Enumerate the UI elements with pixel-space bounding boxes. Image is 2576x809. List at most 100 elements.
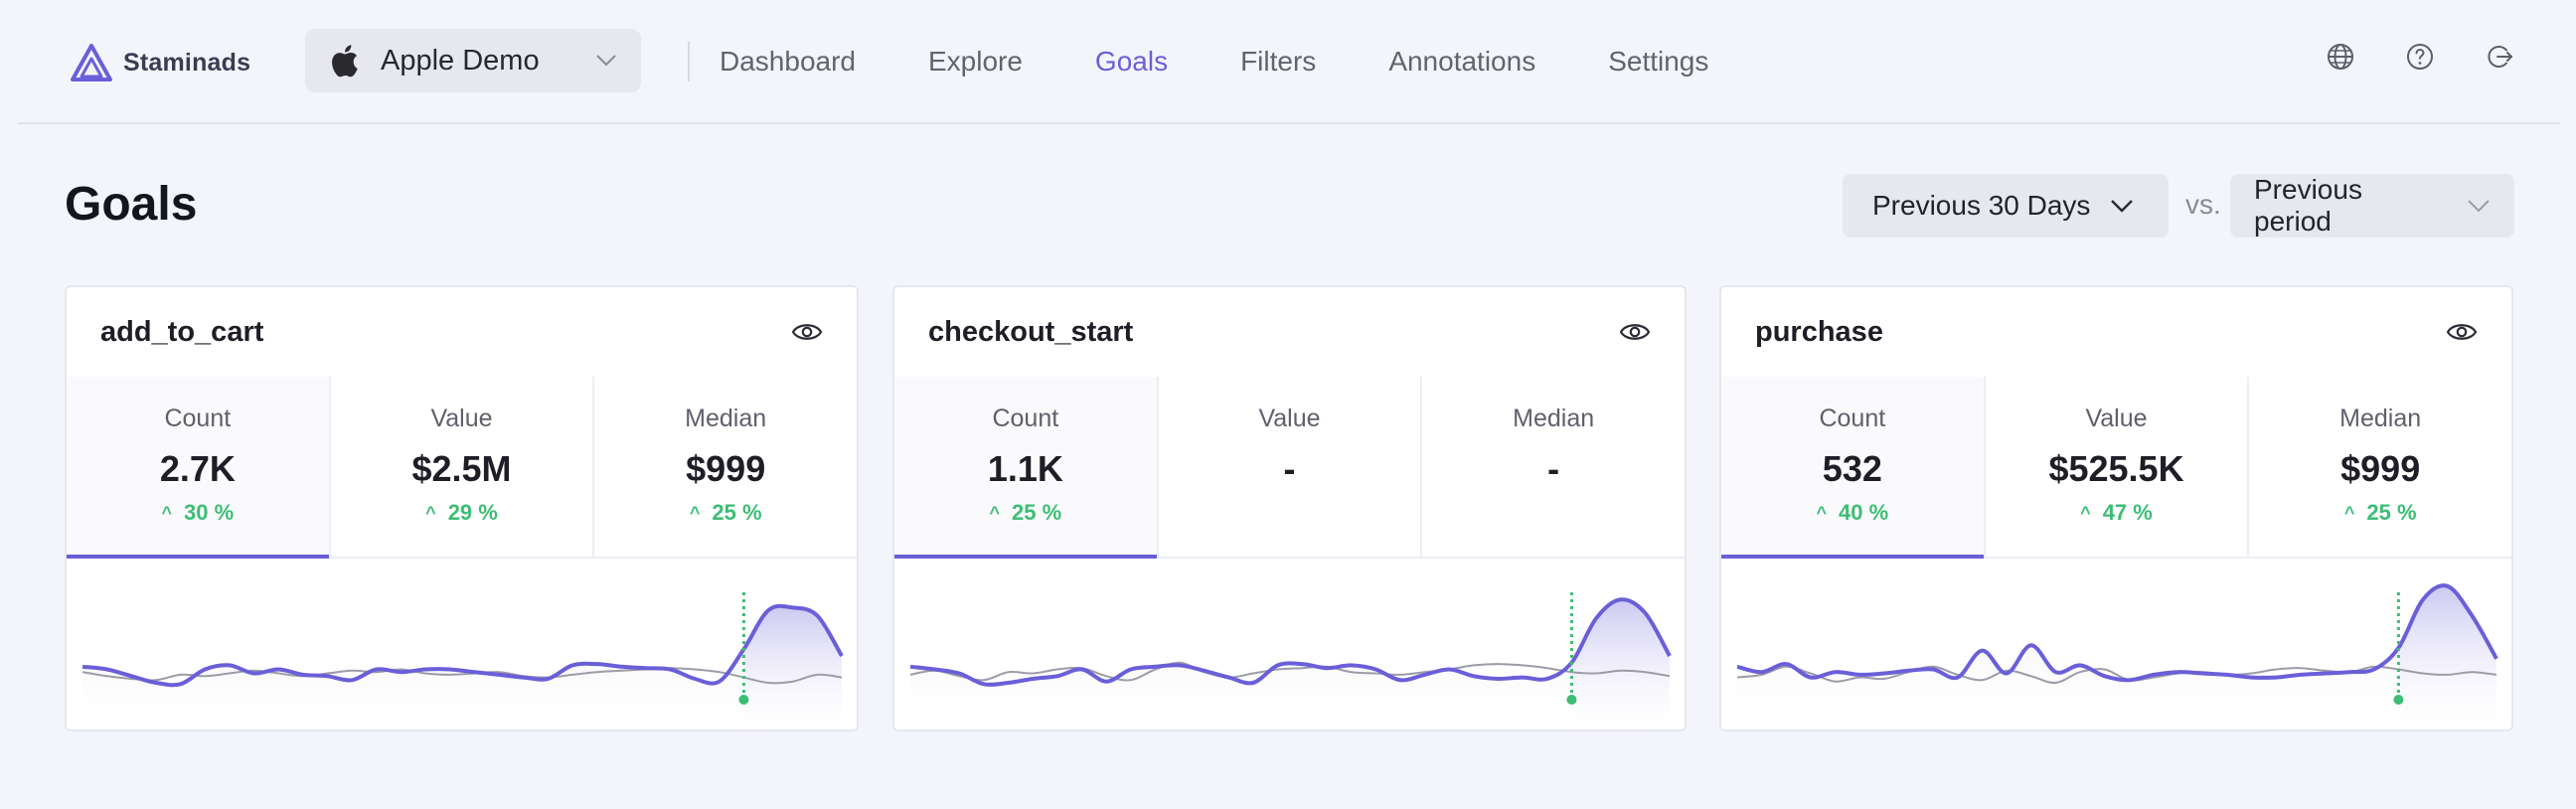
annotation-marker-dot[interactable] <box>1566 695 1577 705</box>
eye-icon[interactable] <box>1619 320 1651 344</box>
current-period-line <box>81 603 844 688</box>
caret-up-icon: ^ <box>689 502 701 523</box>
metric-change: ^ 40 % <box>1721 500 1984 526</box>
current-period-line <box>909 597 1672 687</box>
metric-change: ^ 25 % <box>894 500 1157 526</box>
nav-settings[interactable]: Settings <box>1608 46 1709 77</box>
area-base-fill <box>82 605 842 729</box>
metric-change: ^ 25 % <box>2249 500 2511 526</box>
metric-label: Value <box>1258 404 1321 432</box>
metric-tab-count[interactable]: Count 1.1K ^ 25 % <box>894 377 1159 559</box>
change-value: 29 % <box>447 500 498 525</box>
change-value: 40 % <box>1839 500 1889 525</box>
goal-card: add_to_cart Count 2.7K ^ 30 % Value $2.5M… <box>65 285 859 731</box>
metric-label: Median <box>2339 404 2422 432</box>
brand-name: Staminads <box>123 48 251 77</box>
metric-tab-median[interactable]: Median $999 ^ 25 % <box>594 377 857 557</box>
nav-filters[interactable]: Filters <box>1240 46 1317 77</box>
caret-up-icon: ^ <box>2343 502 2355 523</box>
nav-annotations[interactable]: Annotations <box>1388 46 1536 77</box>
previous-period-line <box>1736 665 2497 685</box>
header-actions <box>2326 42 2514 72</box>
metric-label: Median <box>685 404 767 432</box>
annotation-marker-dot[interactable] <box>2393 695 2404 705</box>
metric-label: Median <box>1513 404 1595 432</box>
card-header: add_to_cart <box>67 287 857 377</box>
chevron-down-icon <box>596 55 616 67</box>
metric-tab-value[interactable]: Value $525.5K ^ 47 % <box>1986 377 2250 557</box>
nav-dashboard[interactable]: Dashboard <box>720 46 856 77</box>
caret-up-icon: ^ <box>425 502 436 523</box>
site-selector[interactable]: Apple Demo <box>305 29 641 92</box>
metric-label: Count <box>164 404 232 432</box>
page-title: Goals <box>65 178 198 231</box>
change-value: 30 % <box>184 500 235 525</box>
previous-period-line <box>909 661 1671 682</box>
metric-change: ^ 29 % <box>331 500 593 526</box>
metric-tabs: Count 532 ^ 40 % Value $525.5K ^ 47 % Medi… <box>1721 377 2511 559</box>
nav-goals[interactable]: Goals <box>1094 46 1169 77</box>
metric-value: 2.7K <box>159 448 236 489</box>
metric-value: - <box>1283 448 1296 489</box>
compare-period-label: Previous period <box>2254 174 2362 237</box>
chevron-down-icon <box>2111 200 2134 213</box>
metric-value: - <box>1547 448 1560 489</box>
metric-label: Value <box>2085 404 2148 432</box>
change-value: 25 % <box>2366 500 2417 525</box>
metric-tab-median[interactable]: Median $999 ^ 25 % <box>2249 377 2511 557</box>
apple-icon <box>332 45 358 78</box>
eye-icon[interactable] <box>791 320 823 344</box>
card-header: purchase <box>1721 287 2511 377</box>
metric-tabs: Count 1.1K ^ 25 % Value - Median - <box>894 377 1685 559</box>
date-range-label: Previous 30 Days <box>1872 190 2091 221</box>
area-highlight-fill <box>1571 599 1670 729</box>
top-nav-bar: Staminads Apple Demo Dashboard Explore G… <box>18 0 2560 124</box>
logout-icon[interactable] <box>2485 42 2514 72</box>
current-period-line <box>1736 583 2498 683</box>
metric-label: Value <box>430 404 493 432</box>
metric-tab-count[interactable]: Count 2.7K ^ 30 % <box>67 377 331 559</box>
goal-card: checkout_start Count 1.1K ^ 25 % Value - … <box>892 285 1687 731</box>
metric-tab-value[interactable]: Value $2.5M ^ 29 % <box>331 377 595 557</box>
caret-up-icon: ^ <box>1816 502 1828 523</box>
metric-value: $999 <box>2340 448 2421 489</box>
compare-period-select[interactable]: Previous period <box>2230 174 2514 238</box>
metric-value: $999 <box>686 448 766 489</box>
change-value: 25 % <box>712 500 762 525</box>
goal-name: purchase <box>1755 315 1883 348</box>
metric-value: $2.5M <box>411 448 512 489</box>
area-base-fill <box>910 599 1670 729</box>
change-value: 25 % <box>1012 500 1062 525</box>
triangle-logo-icon <box>71 44 112 81</box>
goal-name: add_to_cart <box>100 315 264 348</box>
nav-explore[interactable]: Explore <box>927 46 1023 77</box>
metric-value: 532 <box>1822 448 1882 489</box>
caret-up-icon: ^ <box>161 502 173 523</box>
metric-tab-count[interactable]: Count 532 ^ 40 % <box>1721 377 1986 559</box>
metric-tab-median[interactable]: Median - <box>1422 377 1685 557</box>
sparkline-chart <box>81 592 844 729</box>
metric-tab-value[interactable]: Value - <box>1159 377 1423 557</box>
globe-icon[interactable] <box>2326 42 2355 72</box>
metric-label: Count <box>1819 404 1886 432</box>
vs-label: vs. <box>2185 189 2221 220</box>
site-name: Apple Demo <box>381 44 540 77</box>
metric-change: ^ 47 % <box>1986 500 2248 526</box>
eye-icon[interactable] <box>2446 320 2478 344</box>
area-highlight-fill <box>743 605 842 729</box>
change-value: 47 % <box>2102 500 2153 525</box>
metric-value: $525.5K <box>2048 448 2184 489</box>
sparkline-chart <box>909 592 1672 729</box>
caret-up-icon: ^ <box>989 502 1001 523</box>
annotation-marker-dot[interactable] <box>738 695 749 705</box>
caret-up-icon: ^ <box>2080 502 2091 523</box>
metric-label: Count <box>992 404 1059 432</box>
nav-divider <box>688 42 690 81</box>
brand-logo[interactable]: Staminads <box>70 38 250 87</box>
main-nav: Dashboard Explore Goals Filters Annotati… <box>720 30 1781 93</box>
metric-tabs: Count 2.7K ^ 30 % Value $2.5M ^ 29 % Media… <box>67 377 857 559</box>
help-icon[interactable] <box>2405 42 2435 72</box>
date-range-select[interactable]: Previous 30 Days <box>1843 174 2169 238</box>
previous-period-line <box>81 667 843 685</box>
metric-value: 1.1K <box>987 448 1063 489</box>
